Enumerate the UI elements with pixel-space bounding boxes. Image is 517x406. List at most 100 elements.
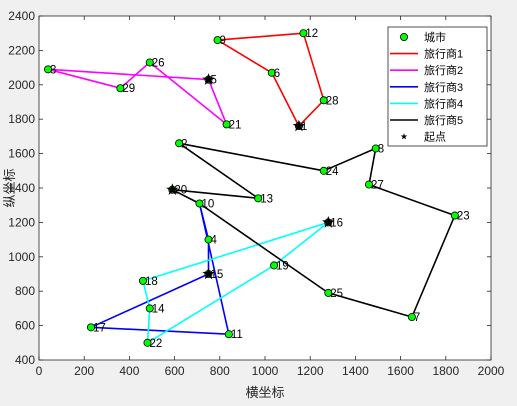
city-label-12: 12 [305, 28, 318, 40]
start-point-16 [322, 215, 335, 228]
y-tick-label: 1400 [8, 181, 35, 195]
city-label-15: 15 [211, 269, 224, 281]
y-tick-label: 1000 [8, 250, 35, 264]
x-tick-label: 800 [210, 364, 230, 378]
city-label-8: 8 [378, 143, 384, 155]
axis-tick-layer: 0 200 400 600 800 1000 1200 1400 1600 1800 2000400… [8, 9, 504, 378]
city-point-6 [267, 68, 276, 77]
x-tick-label: 1200 [297, 364, 324, 378]
start-point-15 [202, 267, 215, 280]
city-label-14: 14 [152, 303, 165, 315]
y-tick-label: 1600 [8, 147, 35, 161]
y-tick-label: 600 [15, 319, 35, 333]
x-tick-label: 400 [119, 364, 139, 378]
x-tick-label: 2000 [478, 364, 505, 378]
city-label-25: 25 [330, 288, 343, 300]
city-label-6: 6 [274, 68, 280, 80]
x-tick-label: 600 [165, 364, 185, 378]
x-tick-label: 1000 [252, 364, 279, 378]
city-label-17: 17 [93, 322, 106, 334]
city-point-24 [319, 166, 328, 175]
y-tick-label: 1200 [8, 215, 35, 229]
city-label-2: 2 [181, 138, 187, 150]
city-label-29: 29 [122, 83, 135, 95]
x-axis-label: 横坐标 [245, 385, 284, 400]
city-point-25 [324, 288, 333, 297]
route-line-3 [90, 202, 230, 336]
city-point-19 [270, 261, 279, 270]
y-tick-label: 2200 [8, 43, 35, 57]
city-label-18: 18 [145, 276, 158, 288]
city-label-26: 26 [152, 57, 165, 69]
x-tick-label: 0 [36, 364, 43, 378]
city-label-1: 1 [301, 121, 307, 133]
start-point-5 [202, 73, 215, 85]
y-tick-label: 2400 [8, 9, 35, 23]
legend-symbol-city [399, 33, 408, 42]
city-point-7 [407, 312, 416, 321]
city-point-8 [371, 144, 380, 153]
city-label-4: 4 [211, 235, 218, 247]
legend-label-0: 城市 [424, 30, 446, 44]
city-point-18 [138, 276, 147, 285]
city-point-2 [175, 139, 184, 148]
city-point-3 [44, 65, 53, 74]
city-point-14 [145, 304, 154, 313]
city-point-26 [145, 58, 154, 67]
legend-label-2: 旅行商2 [424, 63, 463, 77]
city-label-5: 5 [211, 75, 217, 87]
city-label-13: 13 [260, 193, 273, 205]
city-point-9 [213, 36, 222, 45]
city-point-11 [224, 330, 233, 339]
start-marker-layer [166, 73, 335, 280]
city-point-29 [116, 84, 125, 93]
y-axis-label: 纵坐标 [2, 168, 17, 207]
city-label-7: 7 [414, 312, 420, 324]
y-tick-label: 1800 [8, 112, 35, 126]
city-label-layer: 1234567891011121314151617181920212223242… [50, 28, 470, 350]
city-label-10: 10 [201, 198, 214, 210]
city-point-12 [299, 29, 308, 38]
legend-label-4: 旅行商4 [424, 96, 463, 110]
start-point-20 [166, 183, 179, 195]
route-line-4 [142, 221, 329, 344]
city-label-19: 19 [276, 260, 289, 272]
y-tick-label: 2000 [8, 78, 35, 92]
city-label-16: 16 [330, 217, 343, 229]
legend-label-1: 旅行商1 [424, 47, 463, 61]
city-label-21: 21 [229, 119, 242, 131]
x-tick-label: 1600 [387, 364, 414, 378]
legend-symbol-start [400, 133, 408, 140]
city-point-22 [143, 338, 152, 347]
y-tick-label: 800 [15, 284, 35, 298]
city-point-10 [195, 199, 204, 208]
legend-label-6: 起点 [424, 131, 446, 144]
city-label-3: 3 [50, 64, 56, 76]
city-label-28: 28 [326, 95, 339, 107]
x-tick-label: 200 [74, 364, 94, 378]
city-label-22: 22 [149, 338, 162, 350]
city-label-27: 27 [371, 180, 384, 192]
city-label-11: 11 [231, 329, 243, 341]
city-point-13 [254, 194, 263, 203]
route-line-2 [47, 61, 228, 126]
legend-label-3: 旅行商3 [424, 80, 463, 94]
city-point-17 [86, 323, 95, 332]
city-point-27 [364, 180, 373, 189]
city-label-24: 24 [326, 166, 339, 178]
city-label-9: 9 [220, 35, 226, 47]
city-label-23: 23 [457, 211, 470, 223]
city-point-23 [450, 211, 459, 220]
start-point-1 [292, 119, 306, 132]
x-tick-label: 1800 [432, 364, 459, 378]
x-tick-label: 1400 [342, 364, 369, 378]
legend-label-5: 旅行商5 [424, 113, 463, 127]
city-point-28 [319, 96, 328, 105]
route-line-1 [216, 32, 325, 127]
city-point-4 [204, 235, 213, 244]
city-label-20: 20 [174, 185, 187, 197]
y-tick-label: 400 [15, 353, 35, 367]
city-point-21 [222, 120, 231, 129]
